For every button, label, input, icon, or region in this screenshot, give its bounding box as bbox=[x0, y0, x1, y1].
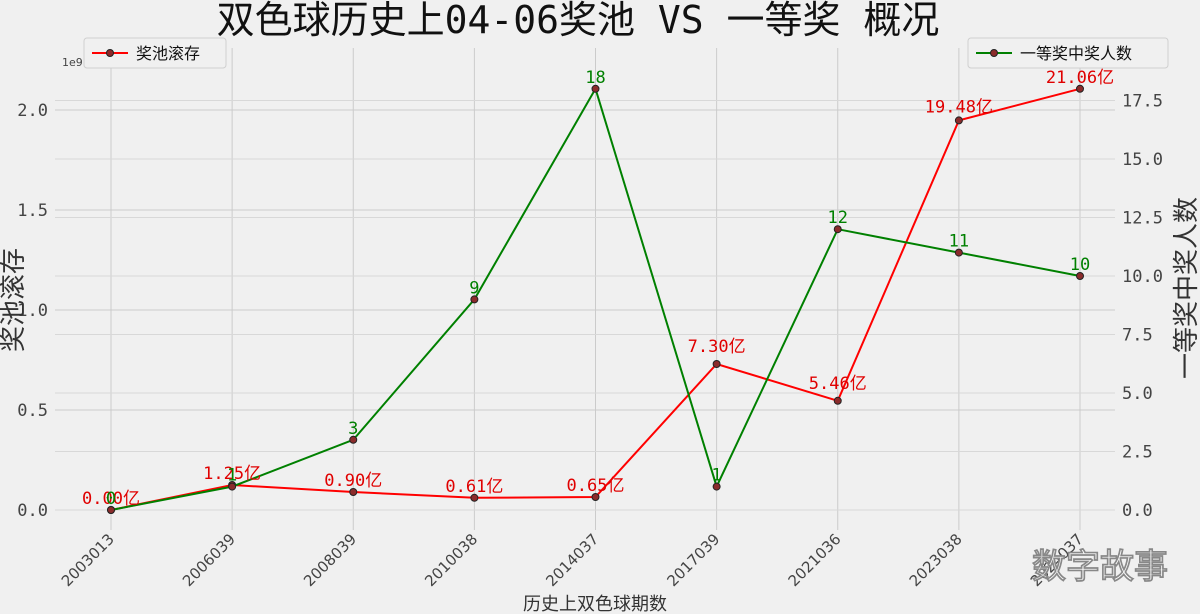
winners-data-label: 10 bbox=[1070, 255, 1090, 275]
pool-data-label: 19.48亿 bbox=[925, 97, 993, 117]
pool-data-point bbox=[591, 493, 600, 501]
x-tick-label: 2021036 bbox=[785, 530, 845, 590]
y-axis-exponent: 1e9 bbox=[62, 56, 83, 69]
legend-marker bbox=[106, 49, 114, 57]
winners-data-label: 1 bbox=[712, 466, 722, 486]
pool-data-label: 0.00亿 bbox=[82, 489, 140, 509]
pool-data-label: 0.65亿 bbox=[567, 476, 625, 496]
winners-data-label: 18 bbox=[585, 68, 605, 88]
y-axis-label-right: 一等奖中奖人数 bbox=[1172, 197, 1200, 379]
y-tick-label-right: 12.5 bbox=[1122, 209, 1163, 229]
y-tick-label-left: 1.5 bbox=[17, 201, 48, 221]
x-tick-label: 2008039 bbox=[300, 530, 360, 590]
legend-marker bbox=[990, 49, 998, 57]
legend-winners: 一等奖中奖人数 bbox=[967, 37, 1169, 69]
pool-data-label: 0.61亿 bbox=[445, 477, 503, 497]
series-lines bbox=[107, 84, 1084, 514]
grid-lines bbox=[55, 48, 1115, 530]
pool-data-point bbox=[470, 493, 479, 502]
watermark-text: 数字故事 bbox=[1032, 547, 1168, 587]
winners-data-label: 3 bbox=[348, 419, 358, 439]
legends: 奖池滚存 一等奖中奖人数 bbox=[83, 37, 1169, 69]
x-tick-label: 2023038 bbox=[906, 530, 966, 590]
winners-data-label: 12 bbox=[828, 208, 848, 228]
y-tick-label-right: 2.5 bbox=[1122, 443, 1153, 463]
legend-label: 一等奖中奖人数 bbox=[1020, 44, 1132, 63]
y-tick-label-right: 10.0 bbox=[1122, 267, 1163, 287]
winners-data-point bbox=[107, 506, 115, 514]
pool-data-point bbox=[1076, 84, 1084, 93]
winners-data-point bbox=[228, 482, 237, 491]
winners-data-point bbox=[349, 435, 358, 444]
pool-data-point bbox=[712, 360, 721, 368]
pool-data-label: 7.30亿 bbox=[688, 337, 746, 357]
y-tick-label-right: 7.5 bbox=[1122, 326, 1153, 346]
pool-data-label: 0.90亿 bbox=[324, 471, 382, 491]
legend-box bbox=[83, 37, 227, 69]
x-axis-label: 历史上双色球期数 bbox=[523, 594, 667, 614]
pool-data-label: 21.06亿 bbox=[1046, 68, 1114, 88]
winners-data-point bbox=[1076, 272, 1084, 280]
winners-data-label: 9 bbox=[469, 278, 479, 298]
y-tick-label-left: 0.0 bbox=[17, 501, 48, 521]
x-tick-label: 2006039 bbox=[179, 530, 239, 590]
legend-box bbox=[967, 37, 1169, 69]
chart-title: 双色球历史上04-06奖池 VS 一等奖 概况 bbox=[217, 0, 940, 42]
legend-pool: 奖池滚存 bbox=[83, 37, 227, 69]
y-tick-label-right: 15.0 bbox=[1122, 150, 1163, 170]
winners-data-label: 1 bbox=[227, 466, 237, 486]
axes: 2003013 2006039 2008039 2010038 2014037 20170… bbox=[17, 92, 1163, 591]
winners-data-label: 11 bbox=[949, 232, 969, 252]
pool-data-point bbox=[349, 488, 358, 496]
winners-data-label: 0 bbox=[106, 489, 116, 509]
x-tick-label: 2003013 bbox=[58, 530, 118, 590]
y-tick-label-left: 0.5 bbox=[17, 401, 48, 421]
x-tick-label: 2017039 bbox=[663, 530, 723, 590]
y-tick-label-left: 1.0 bbox=[17, 301, 48, 321]
winners-data-point bbox=[591, 84, 600, 93]
winners-data-point bbox=[712, 482, 721, 491]
x-tick-label: 2014037 bbox=[542, 530, 602, 590]
winners-data-point bbox=[833, 225, 842, 234]
pool-data-point bbox=[833, 396, 842, 405]
y-axis-label-left: 奖池滚存 bbox=[0, 248, 29, 352]
pool-data-label: 5.46亿 bbox=[809, 374, 867, 394]
y-tick-label-right: 0.0 bbox=[1122, 501, 1153, 521]
y-tick-label-left: 2.0 bbox=[17, 101, 48, 121]
winners-data-point bbox=[470, 295, 479, 304]
pool-data-point bbox=[954, 116, 963, 125]
legend-label: 奖池滚存 bbox=[136, 44, 200, 63]
y-tick-label-right: 5.0 bbox=[1122, 384, 1153, 404]
winners-data-point bbox=[954, 248, 963, 257]
pool-data-label: 1.25亿 bbox=[203, 464, 261, 484]
y-tick-label-right: 17.5 bbox=[1122, 92, 1163, 112]
data-labels: 0.00亿 1.25亿 0.90亿 0.61亿 0.65亿 7.30亿 5.46亿 19.48… bbox=[82, 68, 1114, 509]
x-tick-label: 2010038 bbox=[421, 530, 481, 590]
